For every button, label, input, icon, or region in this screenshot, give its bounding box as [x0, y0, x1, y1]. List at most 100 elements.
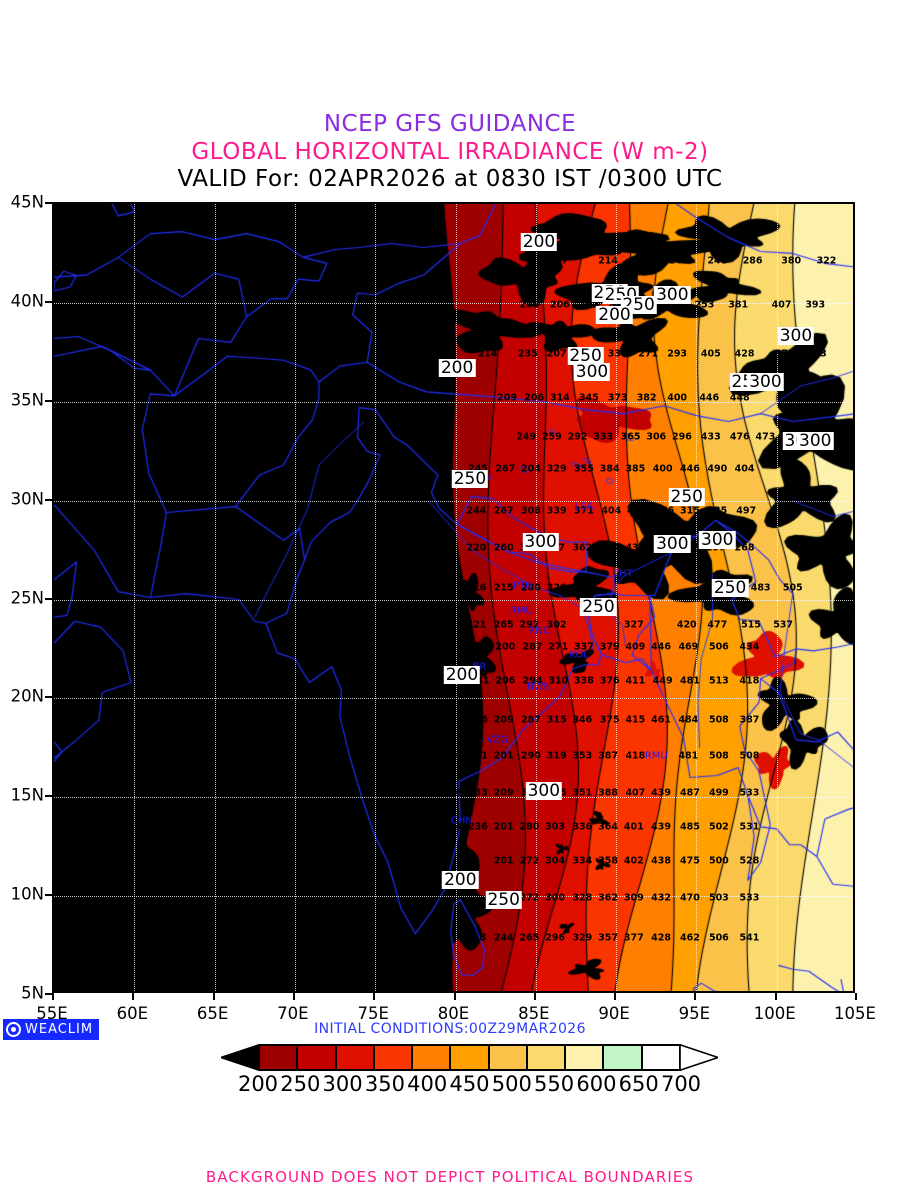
- grid-value: 294: [522, 675, 543, 687]
- grid-value: 218: [466, 932, 487, 944]
- grid-value: 339: [546, 505, 567, 516]
- x-tick-label: 90E: [598, 1004, 630, 1023]
- y-tick-mark: [45, 300, 52, 303]
- grid-value: 371: [574, 505, 594, 516]
- contour-label: 300: [654, 284, 691, 305]
- grid-value: 271: [548, 641, 569, 653]
- grid-value: 322: [816, 255, 837, 267]
- grid-value: 439: [651, 787, 671, 799]
- grid-value: 309: [623, 892, 644, 904]
- grid-value: 430: [625, 542, 646, 554]
- grid-value: 476: [729, 431, 750, 443]
- grid-value: 262: [578, 299, 599, 311]
- x-tick-mark: [373, 993, 376, 1000]
- grid-value: 313: [806, 348, 827, 360]
- grid-value: 209: [443, 787, 464, 799]
- grid-value: 387: [598, 750, 618, 762]
- colorbar-tick: 300: [322, 1072, 363, 1096]
- grid-value: 287: [521, 714, 541, 726]
- grid-value: 227: [548, 255, 569, 267]
- colorbar-band-10: [642, 1046, 679, 1069]
- grid-value: 418: [739, 675, 760, 687]
- grid-value: 351: [572, 787, 593, 799]
- grid-value: 477: [707, 619, 728, 631]
- grid-value: 432: [651, 892, 671, 904]
- grid-value: 338: [574, 675, 594, 687]
- grid-value: 487: [680, 787, 700, 799]
- grid-value: 204: [521, 463, 541, 475]
- contour-label: 300: [522, 532, 559, 553]
- contour-label: 200: [438, 358, 476, 379]
- colorbar-tick: 400: [407, 1072, 448, 1096]
- grid-value: 415: [625, 714, 646, 726]
- y-tick-label: 40N: [10, 291, 44, 311]
- grid-value: 201: [493, 855, 514, 867]
- city-label: CHT: [612, 568, 633, 580]
- grid-value: 407: [625, 787, 646, 799]
- grid-value: 387: [739, 714, 760, 726]
- x-tick-label: 55E: [36, 1004, 68, 1023]
- grid-value: 355: [574, 463, 594, 475]
- grid-value: 267: [493, 505, 514, 516]
- grid-value: 515: [741, 619, 761, 631]
- grid-value: 333: [593, 431, 614, 443]
- grid-value: 400: [652, 463, 673, 475]
- grid-value: 304: [545, 855, 565, 867]
- y-tick-mark: [45, 498, 52, 501]
- grid-value: 209: [519, 299, 540, 311]
- city-label: RMU: [509, 605, 533, 617]
- colorbar-tick: 450: [449, 1072, 490, 1096]
- x-tick-mark: [212, 993, 215, 1000]
- grid-value: 358: [598, 855, 618, 867]
- colorbar-band-1: [298, 1046, 337, 1069]
- grid-value: 214: [477, 348, 498, 360]
- x-tick-label: 100E: [753, 1004, 796, 1023]
- colorbar-over-arrow: [680, 1044, 718, 1071]
- colorbar-tick: 200: [237, 1072, 279, 1096]
- y-tick-label: 30N: [10, 489, 44, 509]
- grid-value: 290: [521, 750, 541, 762]
- grid-value: 259: [541, 431, 562, 443]
- grid-value: 346: [572, 714, 593, 726]
- grid-value: 434: [739, 641, 760, 653]
- grid-value: 382: [636, 392, 657, 404]
- grid-value: 388: [598, 787, 618, 799]
- grid-value: 357: [598, 932, 618, 944]
- grid-value: 209: [493, 714, 514, 726]
- grid-value: 428: [734, 348, 755, 360]
- x-tick-mark: [694, 993, 697, 1000]
- grid-value: 329: [546, 463, 567, 475]
- grid-value: 446: [699, 392, 720, 404]
- grid-value: 407: [771, 299, 792, 311]
- grid-value: 364: [598, 821, 618, 833]
- page-title: NCEP GFS GUIDANCE: [323, 111, 577, 137]
- grid-value: 362: [598, 892, 618, 904]
- grid-value: 206: [608, 299, 628, 310]
- grid-value: 267: [495, 463, 516, 475]
- grid-value: 214: [442, 821, 463, 833]
- grid-value: 280: [519, 821, 540, 833]
- weaclim-logo-badge[interactable]: WEACLIM: [3, 1019, 100, 1040]
- grid-value: 286: [742, 255, 763, 267]
- y-tick-label: 45N: [10, 192, 44, 212]
- colorbar-band-4: [413, 1046, 452, 1069]
- colorbar: 200 250 300 350 400 450 500 550 600 650 700: [221, 1044, 718, 1098]
- grid-value: 380: [781, 255, 802, 267]
- x-tick-label: 60E: [116, 1004, 149, 1023]
- grid-value: 405: [700, 348, 721, 360]
- grid-value: 528: [739, 855, 760, 867]
- grid-value: 265: [493, 619, 514, 631]
- grid-value: 293: [667, 348, 688, 360]
- grid-value: 302: [546, 619, 567, 631]
- brand-label: WEACLIM: [25, 1022, 94, 1037]
- page-subtitle: GLOBAL HORIZONTAL IRRADIANCE (W m-2): [191, 139, 709, 165]
- x-tick-label: 105E: [834, 1004, 876, 1023]
- contour-label: 300: [525, 781, 563, 802]
- grid-value: 384: [599, 463, 620, 475]
- contour-label: 250: [711, 577, 749, 598]
- grid-value: 245: [468, 463, 488, 474]
- colorbar-band-0: [260, 1046, 299, 1069]
- grid-value: 329: [572, 932, 593, 944]
- grid-value: 483: [750, 582, 771, 594]
- x-tick-mark: [533, 993, 536, 1000]
